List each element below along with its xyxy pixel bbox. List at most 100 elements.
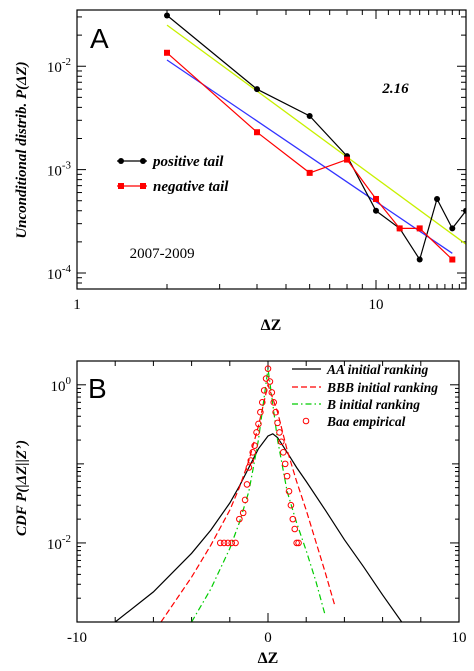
panel-a-y-tick-label-exp: -2 (62, 56, 71, 68)
panel-b-frame (76, 360, 460, 623)
panel-b-empirical-point (236, 515, 243, 523)
panel-a-fit-line (166, 59, 453, 254)
panel-b-empirical-point (258, 399, 266, 406)
panel-a-x-axis-label: ΔZ (261, 317, 282, 334)
panel-a-series-line-negative (166, 52, 453, 260)
panel-b-empirical-point (285, 487, 293, 495)
panel-b-empirical-point (272, 408, 279, 416)
panel-a-y-tick-label-exp: -4 (62, 263, 72, 275)
panel-a-y-tick-label: 10-3 (47, 160, 72, 180)
panel-b-empirical-point (220, 539, 228, 547)
panel-a-plot-area (164, 12, 466, 263)
panel-b-legend-label: BBB initial ranking (326, 380, 438, 395)
panel-a-point (396, 225, 403, 232)
panel-b-empirical-point (241, 496, 249, 504)
panel-a-point (254, 86, 261, 93)
panel-a-slope-annotation: 2.16 (381, 81, 409, 97)
panel-b-empirical-point (251, 442, 258, 449)
panel-a-point (306, 113, 313, 120)
panel-b-empirical-point (289, 515, 297, 523)
panel-b-y-tick-label-base: 10 (47, 537, 62, 553)
panel-b-y-tick-label-exp: -2 (62, 533, 71, 545)
panel-b-empirical-point (293, 539, 300, 547)
panel-b-empirical-point (232, 539, 239, 547)
panel-a-period-annotation: 2007-2009 (130, 246, 195, 262)
panel-a-y-axis-label: Unconditional distrib. P(ΔZ) (14, 61, 30, 238)
panel-a-series-line-positive (166, 14, 466, 261)
panel-b-empirical-point (245, 464, 253, 471)
panel-b-empirical-point (291, 525, 299, 533)
panel-b-x-tick-label: 0 (264, 630, 272, 646)
panel-b-empirical-point (264, 365, 272, 372)
panel-b-series-line-b (191, 368, 326, 622)
panel-b-x-axis-label: ΔZ (258, 650, 279, 667)
panel-b-legend-label: Baa empirical (326, 414, 406, 429)
panel-a-x-tick-label: 10 (368, 297, 383, 313)
panel-a-point (164, 49, 171, 56)
panel-b-empirical-point (255, 420, 262, 428)
panel-b-empirical-point (228, 539, 236, 547)
panel-a-x-tick-label: 1 (73, 297, 81, 313)
panel-b-empirical-point (247, 457, 255, 464)
panel-b-x-tick-label: 10 (452, 630, 467, 646)
panel-a-y-tick-label-exp: -3 (62, 160, 72, 172)
panel-a-point (372, 207, 379, 214)
panel-b-empirical-point (224, 539, 232, 547)
panel-b-empirical-point (276, 429, 283, 436)
panel-b-y-tick-label: 10-2 (47, 533, 71, 553)
panel-b-empirical-point (239, 509, 247, 517)
panel-b-empirical-point (279, 449, 287, 456)
panel-b-empirical-point (257, 408, 264, 416)
panel-b-series-line-aa (114, 433, 403, 622)
panel-b-empirical-point (253, 429, 260, 436)
panel-b-legend-label: AA initial ranking (326, 362, 429, 377)
panel-b-plot-area (114, 365, 403, 622)
panel-a-y-tick-label: 10-2 (47, 56, 71, 76)
panel-a-point (344, 156, 351, 163)
panel-b-empirical-point (260, 387, 268, 394)
panel-a-point (254, 129, 261, 136)
panel-a-y-tick-label-base: 10 (47, 164, 62, 180)
panel-b-empirical-point (287, 501, 295, 509)
panel-b-series-line-bbb (160, 382, 336, 622)
panel-b-empirical-point (283, 472, 291, 480)
panel-a-y-tick-label-base: 10 (47, 60, 62, 76)
panel-b-legend-label: B initial ranking (326, 397, 420, 412)
panel-b-empirical-point (295, 539, 302, 547)
panel-a-legend-label: negative tail (153, 179, 229, 195)
panel-a-point (463, 207, 466, 214)
panel-b-y-tick-label: 100 (51, 375, 72, 395)
panel-a-legend-marker (118, 158, 124, 164)
panel-a-fit-line (166, 24, 466, 245)
panel-b-empirical-point (274, 419, 281, 427)
panel-b-empirical-point (266, 378, 274, 385)
panel-b-empirical-point (216, 539, 224, 547)
panel-b-y-axis-label: CDF P(|ΔZ||Z’) (14, 440, 30, 536)
panel-b-label: B (88, 373, 107, 404)
panel-b-empirical-point (243, 481, 251, 488)
panel-a-label: A (90, 23, 109, 54)
panel-a-legend-label: positive tail (151, 154, 224, 170)
panel-a-point (449, 225, 456, 232)
panel-b-legend-marker (302, 417, 310, 425)
panel-a-legend-marker (140, 183, 146, 189)
panel-a-point (164, 12, 171, 19)
panel-a-point (449, 256, 456, 263)
panel-a-point (372, 195, 379, 202)
panel-a-y-tick-label-base: 10 (47, 267, 62, 283)
panel-b-x-tick-label: -10 (67, 630, 87, 646)
panel-b-empirical-point (249, 449, 257, 456)
panel-b-empirical-point (268, 389, 276, 396)
panel-a-legend-marker (140, 158, 146, 164)
panel-b-empirical-point (270, 399, 278, 406)
panel-a-legend-marker (118, 183, 124, 189)
panel-a-point (416, 225, 423, 232)
panel-a-point (416, 256, 423, 263)
panel-a-point (434, 195, 441, 202)
panel-b-empirical-point (278, 438, 285, 446)
panel-b-empirical-point (281, 460, 289, 468)
panel-b-y-tick-label-exp: 0 (66, 375, 72, 387)
panel-a-frame (76, 9, 467, 290)
panel-a-point (306, 169, 313, 176)
